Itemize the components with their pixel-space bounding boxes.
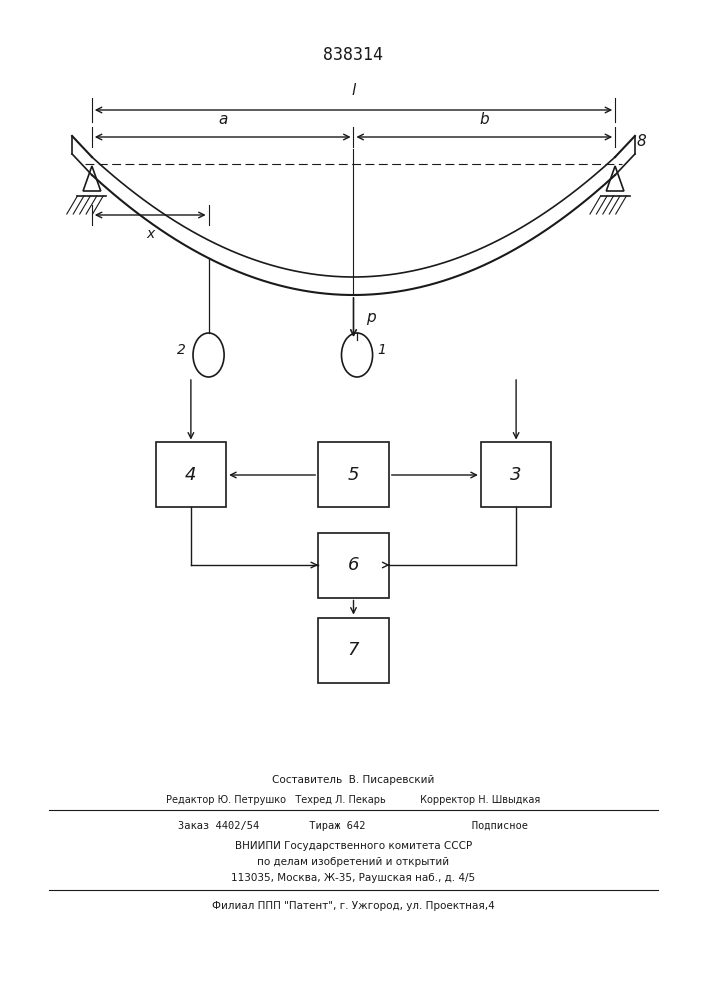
Text: 5: 5 (348, 466, 359, 484)
Text: 6: 6 (348, 556, 359, 574)
Text: x: x (146, 227, 154, 241)
Text: 8: 8 (636, 134, 646, 149)
Text: 4: 4 (185, 466, 197, 484)
Text: l: l (351, 83, 356, 98)
Text: Составитель  В. Писаревский: Составитель В. Писаревский (272, 775, 435, 785)
Text: 838314: 838314 (324, 46, 383, 64)
Text: 3: 3 (510, 466, 522, 484)
Text: 1: 1 (377, 343, 386, 357)
Text: 7: 7 (348, 641, 359, 659)
Text: b: b (479, 112, 489, 127)
Text: ВНИИПИ Государственного комитета СССР: ВНИИПИ Государственного комитета СССР (235, 841, 472, 851)
Text: Заказ 4402/54        Тираж 642                 Подписное: Заказ 4402/54 Тираж 642 Подписное (178, 821, 529, 831)
Text: Редактор Ю. Петрушко   Техред Л. Пекарь           Корректор Н. Швыдкая: Редактор Ю. Петрушко Техред Л. Пекарь Ко… (166, 795, 541, 805)
Text: 2: 2 (177, 343, 186, 357)
Text: Филиал ППП "Патент", г. Ужгород, ул. Проектная,4: Филиал ППП "Патент", г. Ужгород, ул. Про… (212, 901, 495, 911)
Text: a: a (218, 112, 228, 127)
Text: p: p (366, 310, 376, 325)
Text: 113035, Москва, Ж-35, Раушская наб., д. 4/5: 113035, Москва, Ж-35, Раушская наб., д. … (231, 873, 476, 883)
Text: по делам изобретений и открытий: по делам изобретений и открытий (257, 857, 450, 867)
